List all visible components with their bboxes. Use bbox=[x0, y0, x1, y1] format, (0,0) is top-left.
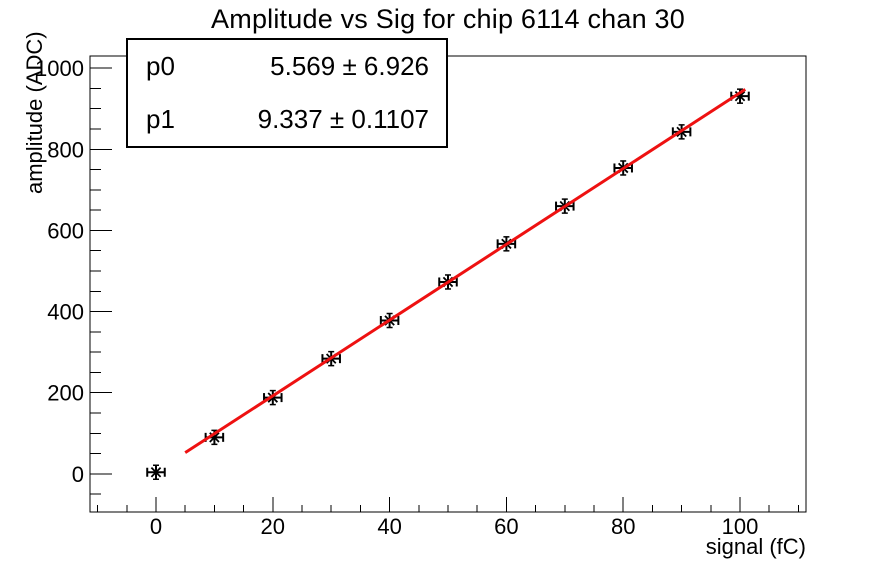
stats-param-value-p0: 5.569 ± 6.926 bbox=[270, 51, 429, 81]
fit-line bbox=[184, 88, 747, 454]
y-tick-label: 600 bbox=[47, 218, 84, 243]
x-tick-label: 0 bbox=[150, 514, 162, 539]
y-axis: 0 200 400 600 800 1000 bbox=[35, 56, 112, 495]
stats-param-name-p0: p0 bbox=[146, 51, 175, 81]
x-tick-label: 60 bbox=[494, 514, 518, 539]
x-tick-label: 80 bbox=[611, 514, 635, 539]
x-tick-label: 100 bbox=[722, 514, 759, 539]
x-tick-label: 20 bbox=[261, 514, 285, 539]
y-tick-label: 200 bbox=[47, 381, 84, 406]
stats-row-p1: p1 9.337 ± 0.1107 bbox=[128, 93, 446, 146]
x-axis-title: signal (fC) bbox=[705, 534, 806, 559]
stats-row-p0: p0 5.569 ± 6.926 bbox=[128, 40, 446, 93]
x-axis: 0 20 40 60 80 100 bbox=[97, 497, 799, 539]
stats-param-name-p1: p1 bbox=[146, 104, 175, 134]
fit-stats-box: p0 5.569 ± 6.926 p1 9.337 ± 0.1107 bbox=[126, 38, 448, 148]
chart-title: Amplitude vs Sig for chip 6114 chan 30 bbox=[211, 4, 685, 34]
y-tick-label: 0 bbox=[72, 462, 84, 487]
stats-param-value-p1: 9.337 ± 0.1107 bbox=[257, 104, 429, 134]
y-axis-title: amplitude (ADC) bbox=[22, 31, 47, 194]
y-tick-label: 800 bbox=[47, 137, 84, 162]
x-tick-label: 40 bbox=[377, 514, 401, 539]
y-tick-label: 1000 bbox=[35, 56, 84, 81]
data-point-marker bbox=[146, 464, 166, 480]
y-tick-label: 400 bbox=[47, 300, 84, 325]
